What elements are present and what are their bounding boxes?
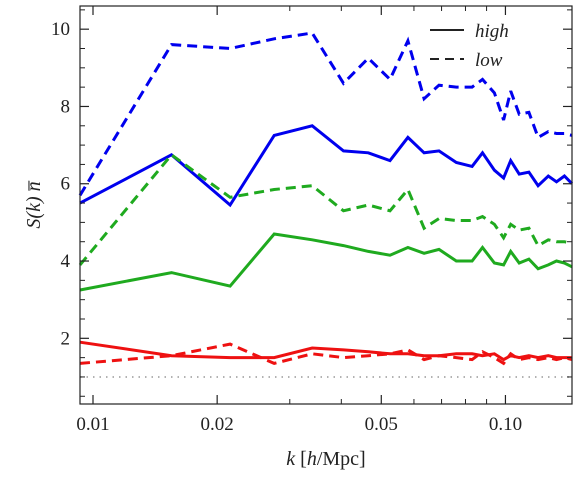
x-axis-title-h: h <box>307 448 317 470</box>
legend-label-low: low <box>475 50 503 71</box>
x-axis-title-symbol: k <box>286 448 296 470</box>
y-tick-label: 8 <box>61 96 71 117</box>
series-line-green-dashed <box>78 152 573 266</box>
plot-frame <box>79 5 573 405</box>
series-line-green-solid <box>79 232 573 292</box>
y-tick-label: 2 <box>61 328 71 349</box>
x-axis-title: k [h/Mpc] <box>286 448 365 470</box>
x-tick-label: 0.05 <box>365 414 398 435</box>
y-axis-title-nbar: n̅ <box>23 180 45 192</box>
y-tick-label: 4 <box>61 251 71 272</box>
x-axis-title-unit: /Mpc] <box>317 448 366 470</box>
y-tick-label: 10 <box>51 19 70 40</box>
x-axis-ticks: 0.01 0.02 0.05 0.10 <box>76 6 522 435</box>
series-line-red-solid <box>79 340 572 362</box>
y-axis-title-main: S(k) <box>23 191 45 228</box>
x-tick-label: 0.10 <box>489 414 522 435</box>
series-line-red-dashed <box>79 342 573 366</box>
x-tick-label: 0.01 <box>76 414 109 435</box>
series-layer <box>78 31 574 366</box>
x-axis-title-open: [ <box>295 448 307 470</box>
y-tick-label: 6 <box>61 174 71 195</box>
y-axis-ticks: 2 4 6 8 10 <box>51 9 572 397</box>
series-line-blue-dashed <box>78 31 573 197</box>
legend-label-high: high <box>475 21 509 42</box>
series-line-blue-solid <box>79 124 574 208</box>
x-tick-label: 0.02 <box>201 414 234 435</box>
y-axis-title: S(k) n̅ <box>23 180 45 229</box>
legend: high low <box>430 21 509 71</box>
